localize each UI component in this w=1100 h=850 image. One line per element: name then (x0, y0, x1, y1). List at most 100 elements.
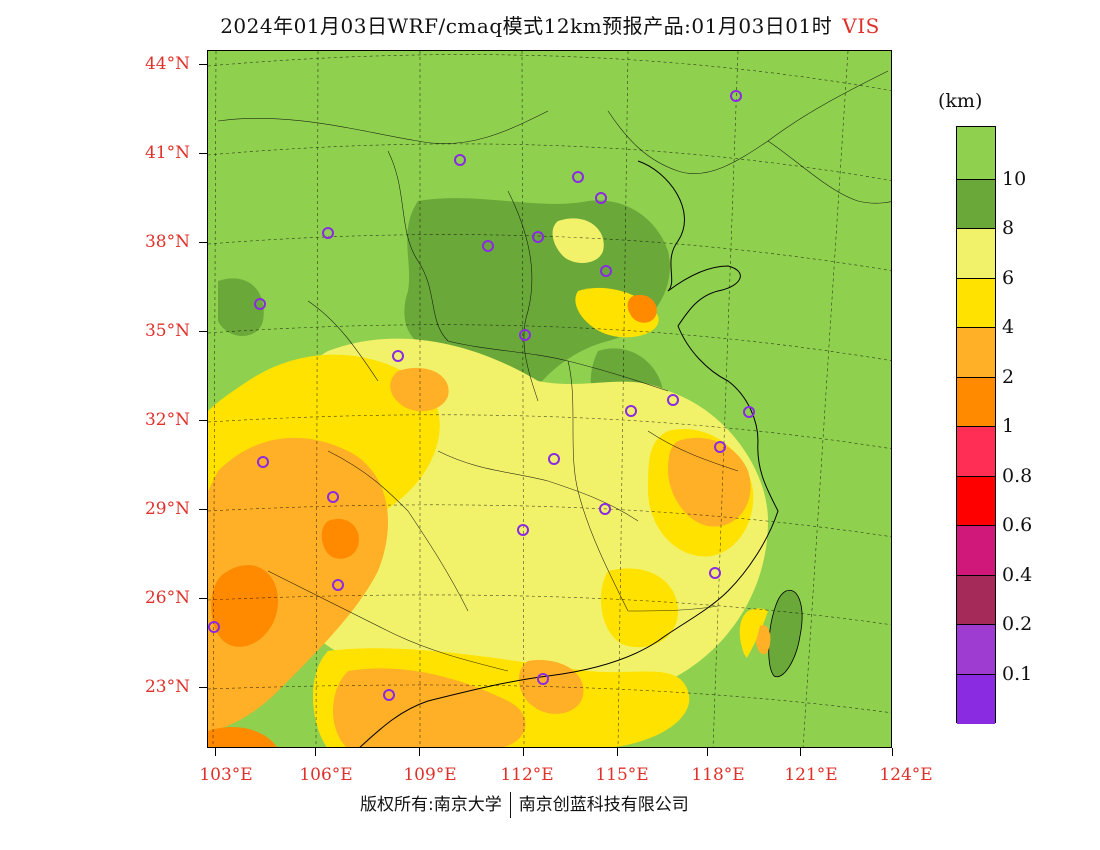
lon-tick (215, 748, 216, 756)
lat-tick (199, 153, 207, 154)
legend-label: 0.8 (1002, 465, 1033, 487)
city-marker (743, 406, 755, 418)
lat-label: 23°N (144, 677, 190, 697)
copyright-credit: 版权所有:南京大学 南京创蓝科技有限公司 (360, 790, 689, 818)
city-marker (383, 689, 395, 701)
legend-label: 0.1 (1002, 663, 1033, 685)
city-marker (257, 456, 269, 468)
legend-swatch (957, 179, 995, 229)
city-marker (519, 329, 531, 341)
visibility-zone-1km (627, 294, 657, 323)
city-marker (322, 227, 334, 239)
lat-tick (199, 331, 207, 332)
credit-right: 南京创蓝科技有限公司 (518, 795, 689, 815)
lat-tick (199, 598, 207, 599)
lat-label: 35°N (144, 321, 190, 341)
legend-swatch (957, 278, 995, 328)
city-marker (454, 154, 466, 166)
sea-area (689, 381, 891, 747)
city-marker (730, 90, 742, 102)
legend-label: 0.6 (1002, 514, 1033, 536)
province-boundaries (217, 70, 891, 672)
lat-tick (199, 687, 207, 688)
lat-tick (199, 509, 207, 510)
city-marker (254, 298, 266, 310)
legend-label: 0.4 (1002, 564, 1033, 586)
legend-label: 6 (1002, 267, 1015, 289)
city-marker (482, 240, 494, 252)
lon-label: 118°E (691, 765, 745, 785)
variable-label: VIS (842, 14, 880, 38)
visibility-zone-1km (211, 565, 278, 647)
map-canvas (208, 51, 891, 747)
legend-swatch (957, 625, 995, 675)
lon-tick (419, 748, 420, 756)
graticule (208, 51, 891, 747)
city-marker (595, 192, 607, 204)
lon-tick (523, 748, 524, 756)
lat-label: 26°N (144, 588, 190, 608)
visibility-zone-2km (390, 367, 449, 412)
legend-label: 4 (1002, 316, 1015, 338)
city-marker (600, 265, 612, 277)
legend-swatch (957, 127, 995, 180)
legend-swatch (957, 427, 995, 477)
city-marker (714, 441, 726, 453)
lon-label: 106°E (299, 765, 353, 785)
city-marker (208, 621, 220, 633)
lon-tick (892, 748, 893, 756)
taiwan-island (768, 589, 803, 678)
coastline (359, 265, 779, 747)
visibility-zone-1km (208, 727, 277, 747)
visibility-zone-8km (404, 198, 670, 401)
lat-label: 38°N (144, 232, 190, 252)
legend-swatch (957, 328, 995, 378)
taiwan-haze (756, 625, 771, 655)
lat-tick (199, 242, 207, 243)
lon-tick (707, 748, 708, 756)
lon-tick (800, 748, 801, 756)
city-marker (548, 453, 560, 465)
lat-tick (199, 420, 207, 421)
lon-label: 103°E (199, 765, 253, 785)
visibility-zone-1km (321, 518, 359, 559)
visibility-zone-2km (208, 437, 388, 731)
lon-label: 124°E (879, 765, 933, 785)
legend-swatch (957, 377, 995, 427)
forecast-map (207, 50, 892, 748)
lat-label: 44°N (144, 54, 190, 74)
city-marker (392, 350, 404, 362)
legend-swatch (957, 476, 995, 526)
lat-tick (199, 64, 207, 65)
city-marker (332, 579, 344, 591)
lon-label: 109°E (403, 765, 457, 785)
city-marker (517, 524, 529, 536)
coastline-north (637, 160, 685, 292)
visibility-zone-8km (218, 278, 264, 336)
city-marker (599, 503, 611, 515)
city-marker (709, 567, 721, 579)
visibility-zone-4km (600, 568, 678, 648)
legend-swatch (957, 526, 995, 576)
lat-label: 41°N (144, 143, 190, 163)
lon-tick (617, 748, 618, 756)
legend-label: 10 (1002, 168, 1027, 190)
city-marker (537, 673, 549, 685)
visibility-zone-2km (333, 668, 526, 747)
legend-label: 0.2 (1002, 613, 1033, 635)
lon-tick (315, 748, 316, 756)
legend-label: 1 (1002, 415, 1015, 437)
visibility-zone-6km (552, 218, 604, 263)
chart-title: 2024年01月03日WRF/cmaq模式12km预报产品:01月03日01时 V… (0, 10, 1100, 39)
title-text: 2024年01月03日WRF/cmaq模式12km预报产品:01月03日01时 (220, 14, 833, 38)
lat-label: 32°N (144, 410, 190, 430)
lon-label: 115°E (595, 765, 649, 785)
city-marker (667, 394, 679, 406)
credit-divider (509, 792, 511, 818)
color-legend (956, 126, 996, 724)
visibility-zone-2km (668, 437, 751, 527)
city-marker (532, 231, 544, 243)
lon-label: 112°E (500, 765, 554, 785)
city-marker (625, 405, 637, 417)
legend-swatch (957, 229, 995, 279)
